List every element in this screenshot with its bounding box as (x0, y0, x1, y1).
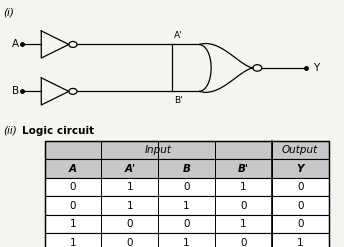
Text: 0: 0 (70, 182, 76, 192)
Text: (ii): (ii) (3, 126, 17, 136)
Bar (45, 178, 329, 196)
Text: 0: 0 (240, 201, 247, 211)
Text: 1: 1 (127, 201, 133, 211)
Text: 0: 0 (127, 219, 133, 229)
Text: Y: Y (313, 63, 319, 73)
Text: 0: 0 (297, 219, 303, 229)
Text: B: B (183, 164, 191, 174)
Text: (i): (i) (3, 7, 14, 17)
Text: 0: 0 (183, 182, 190, 192)
Text: 1: 1 (127, 182, 133, 192)
Text: 0: 0 (297, 201, 303, 211)
Text: 1: 1 (70, 238, 76, 247)
Text: A': A' (174, 31, 182, 40)
Text: B': B' (174, 96, 182, 105)
Text: B: B (12, 86, 19, 96)
Text: 0: 0 (240, 238, 247, 247)
Text: A: A (69, 164, 77, 174)
Text: 0: 0 (297, 182, 303, 192)
Bar (45, 159, 329, 178)
Text: A: A (12, 40, 19, 49)
Text: 1: 1 (240, 219, 247, 229)
Bar (45, 196, 329, 215)
Text: 1: 1 (240, 182, 247, 192)
Bar (45, 141, 329, 247)
Text: Y: Y (297, 164, 304, 174)
Text: 1: 1 (183, 238, 190, 247)
Text: Output: Output (282, 145, 318, 155)
Text: B': B' (238, 164, 249, 174)
Text: Input: Input (145, 145, 172, 155)
Text: 0: 0 (70, 201, 76, 211)
Text: A': A' (124, 164, 136, 174)
Text: 1: 1 (70, 219, 76, 229)
Text: 0: 0 (183, 219, 190, 229)
Bar (45, 141, 329, 159)
Bar (45, 215, 329, 233)
Text: 1: 1 (297, 238, 303, 247)
Text: 0: 0 (127, 238, 133, 247)
Text: 1: 1 (183, 201, 190, 211)
Bar (45, 233, 329, 247)
Text: Logic circuit: Logic circuit (22, 126, 95, 136)
